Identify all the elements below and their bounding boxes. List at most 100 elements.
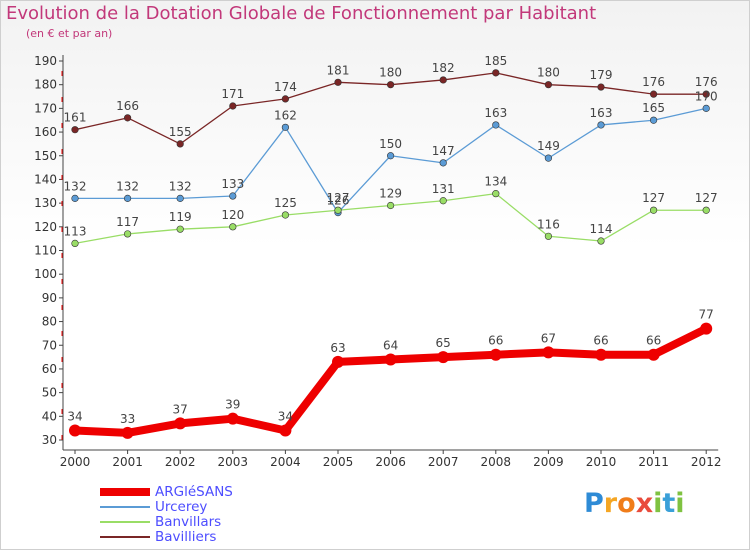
data-point — [174, 417, 187, 430]
legend-label: ARGléSANS — [155, 484, 233, 500]
x-tick-label: 2005 — [323, 455, 354, 469]
data-label: 34 — [278, 410, 293, 424]
data-label: 127 — [695, 191, 718, 205]
x-tick-label: 2008 — [481, 455, 512, 469]
data-label: 34 — [67, 410, 82, 424]
data-label: 182 — [432, 61, 455, 75]
data-point — [176, 194, 184, 202]
data-label: 131 — [432, 182, 455, 196]
legend-swatch — [100, 506, 150, 508]
data-label: 180 — [379, 66, 402, 80]
logo-letter: r — [603, 488, 618, 519]
data-label: 37 — [173, 402, 188, 416]
data-point — [437, 351, 450, 364]
y-tick-label: 150 — [34, 149, 57, 163]
data-point — [597, 237, 605, 245]
data-point — [542, 346, 555, 359]
chart-legend: ARGléSANS Urcerey Banvillars Bavilliers — [100, 484, 350, 545]
x-tick-label: 2001 — [112, 455, 143, 469]
data-label: 113 — [64, 224, 87, 238]
data-point — [69, 424, 81, 437]
data-label: 180 — [537, 66, 560, 80]
data-label: 39 — [225, 398, 240, 412]
y-tick-label: 160 — [34, 125, 57, 139]
data-point — [649, 116, 658, 124]
data-label: 114 — [590, 222, 613, 236]
data-label: 120 — [221, 208, 244, 222]
data-point — [387, 81, 395, 89]
data-label: 33 — [120, 412, 135, 426]
data-label: 176 — [695, 75, 718, 89]
data-label: 147 — [432, 144, 455, 158]
x-tick-label: 2010 — [586, 455, 617, 469]
data-label: 166 — [116, 99, 139, 113]
x-tick-label: 2002 — [165, 455, 196, 469]
x-tick-label: 2011 — [638, 455, 669, 469]
logo-letter: o — [617, 488, 636, 519]
data-point — [647, 348, 660, 361]
data-point — [229, 102, 237, 110]
data-label: 176 — [642, 75, 665, 89]
data-label: 129 — [379, 186, 402, 200]
logo-letter: x — [635, 488, 654, 519]
data-point — [492, 190, 500, 198]
data-label: 119 — [169, 210, 192, 224]
legend-label: Bavilliers — [155, 529, 217, 545]
data-label: 67 — [541, 331, 556, 345]
y-tick-label: 30 — [42, 433, 57, 447]
logo-letter: i — [675, 488, 685, 519]
data-label: 127 — [642, 191, 665, 205]
y-tick-label: 170 — [34, 101, 57, 115]
x-tick-label: 2000 — [60, 455, 91, 469]
data-point — [649, 206, 658, 214]
data-label: 165 — [642, 101, 665, 115]
data-point — [544, 154, 553, 162]
data-label: 77 — [699, 308, 714, 322]
data-label: 63 — [330, 341, 345, 355]
data-point — [123, 230, 132, 238]
data-label: 134 — [484, 175, 507, 189]
data-label: 117 — [116, 215, 139, 229]
proxiti-logo: Proxiti — [584, 488, 685, 519]
logo-letter: i — [653, 488, 663, 519]
x-tick-label: 2009 — [533, 455, 564, 469]
data-label: 163 — [484, 106, 507, 120]
data-point — [281, 211, 290, 219]
data-label: 155 — [169, 125, 192, 139]
data-label: 162 — [274, 108, 297, 122]
data-point — [176, 140, 184, 148]
data-point — [176, 225, 184, 233]
legend-item: Urcerey — [100, 499, 350, 515]
data-point — [702, 104, 710, 112]
data-point — [595, 348, 607, 361]
data-label: 66 — [488, 334, 503, 348]
data-point — [387, 201, 395, 210]
legend-swatch — [100, 521, 150, 523]
data-point — [384, 353, 397, 366]
y-tick-label: 80 — [42, 315, 57, 329]
data-point — [489, 348, 502, 361]
data-label: 170 — [695, 89, 718, 103]
y-tick-label: 40 — [42, 409, 57, 423]
legend-item: ARGléSANS — [100, 484, 350, 500]
data-label: 132 — [169, 179, 192, 193]
data-point — [544, 232, 553, 240]
y-tick-label: 100 — [34, 267, 57, 281]
x-tick-label: 2012 — [691, 455, 722, 469]
data-point — [702, 206, 710, 214]
y-tick-label: 70 — [42, 338, 57, 352]
data-point — [332, 355, 344, 368]
data-point — [439, 197, 447, 205]
data-point — [121, 426, 134, 439]
data-point — [334, 206, 342, 214]
y-tick-label: 120 — [34, 220, 57, 234]
data-point — [229, 223, 237, 231]
data-point — [71, 194, 79, 202]
data-label: 149 — [537, 139, 560, 153]
data-label: 150 — [379, 137, 402, 151]
x-tick-label: 2004 — [270, 455, 301, 469]
data-label: 64 — [383, 338, 398, 352]
data-label: 133 — [221, 177, 244, 191]
x-tick-label: 2007 — [428, 455, 459, 469]
data-label: 161 — [64, 111, 87, 125]
